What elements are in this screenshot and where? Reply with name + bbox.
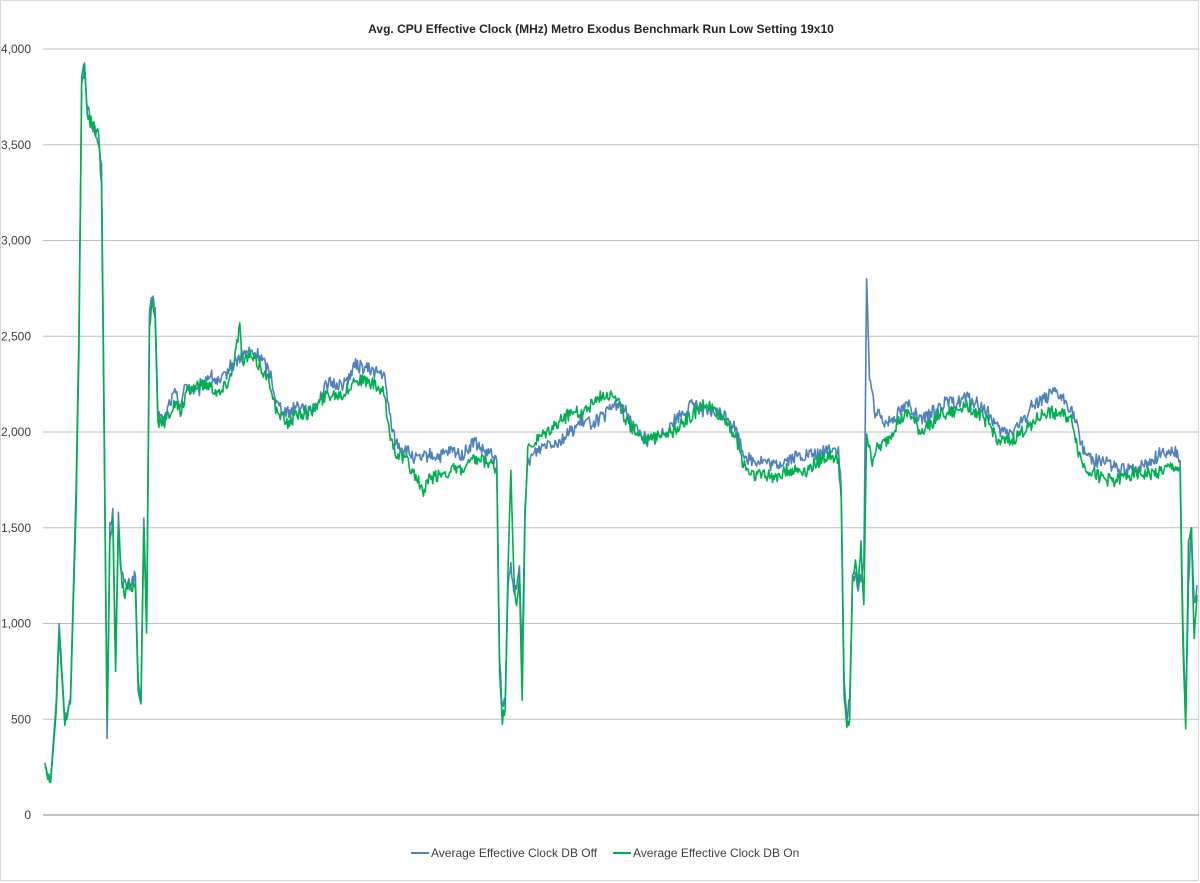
legend: Average Effective Clock DB Off Average Ef… xyxy=(411,846,799,860)
y-tick-label: 2,000 xyxy=(1,425,31,439)
legend-entry: Average Effective Clock DB Off xyxy=(431,846,598,860)
y-tick-label: 500 xyxy=(11,712,31,726)
y-tick-label: 1,500 xyxy=(1,521,31,535)
chart-title: Avg. CPU Effective Clock (MHz) Metro Exo… xyxy=(368,22,834,36)
y-axis-ticks: 0 500 1,000 1,500 2,000 2,500 3,000 3,500 4,000 xyxy=(1,42,31,822)
y-tick-label: 4,000 xyxy=(1,42,31,56)
y-tick-label: 3,000 xyxy=(1,234,31,248)
series-line-db-off xyxy=(44,62,1198,783)
y-tick-label: 1,000 xyxy=(1,617,31,631)
y-tick-label: 3,500 xyxy=(1,138,31,152)
series-line-db-on xyxy=(44,63,1198,784)
legend-entry: Average Effective Clock DB On xyxy=(633,846,799,860)
y-tick-label: 0 xyxy=(24,808,31,822)
grid-layer xyxy=(43,48,1199,720)
y-tick-label: 2,500 xyxy=(1,329,31,343)
series-layer xyxy=(44,62,1198,784)
